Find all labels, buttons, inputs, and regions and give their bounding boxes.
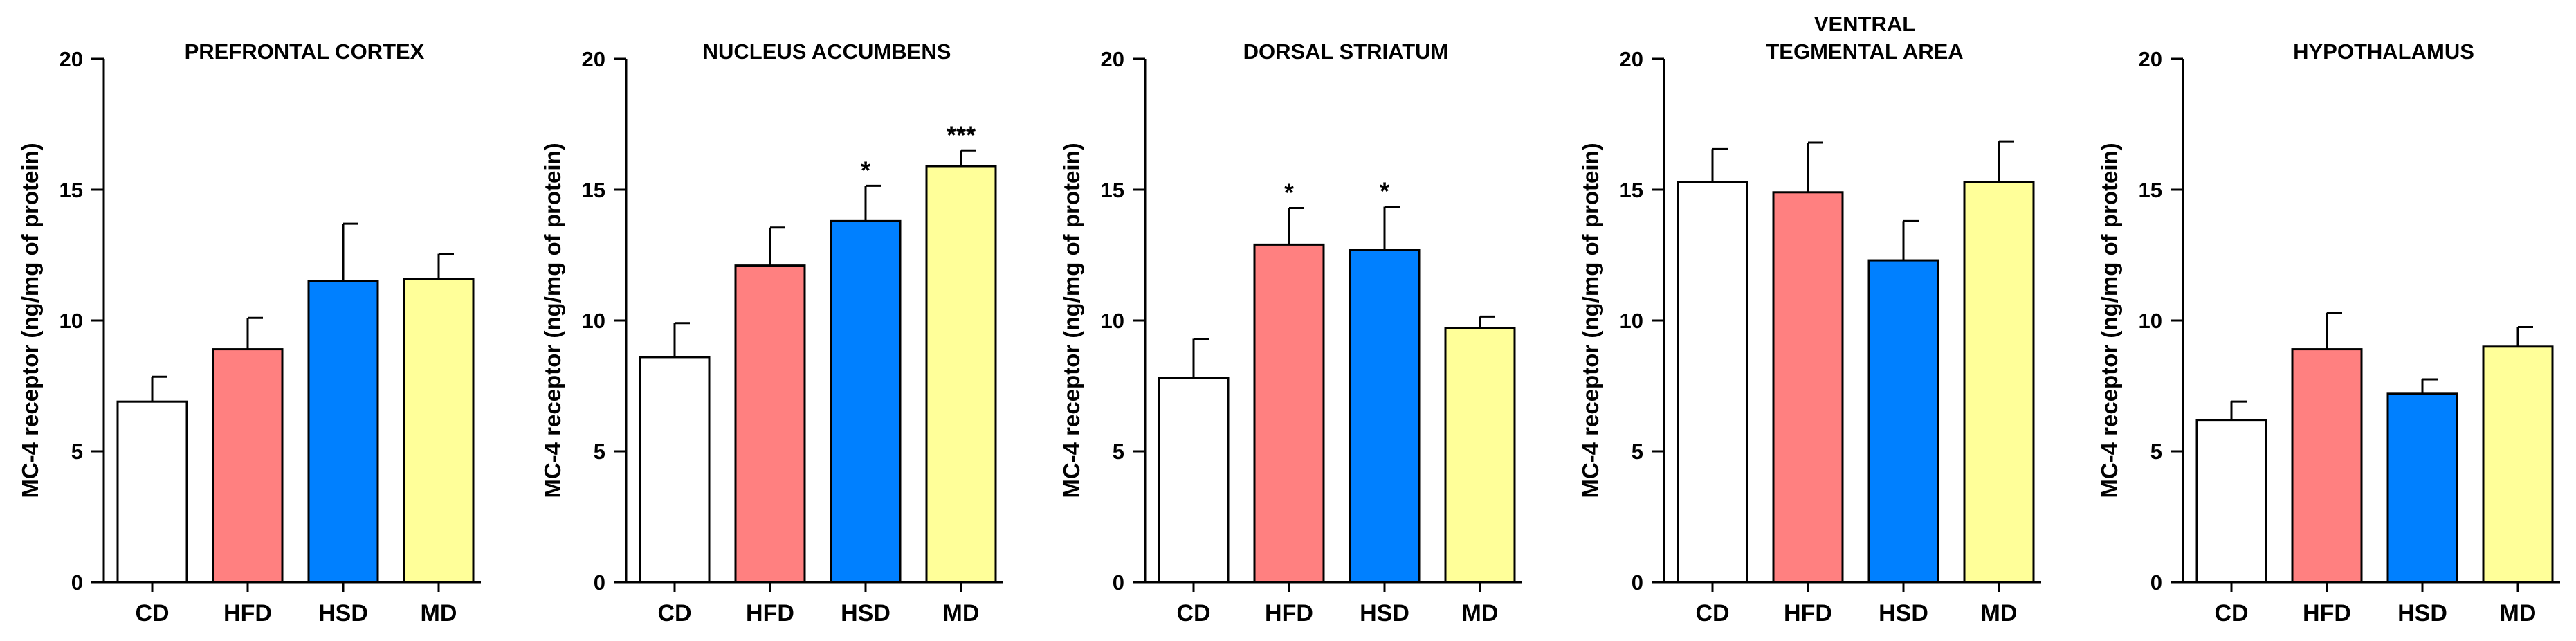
x-tick-label: HSD xyxy=(318,600,368,626)
y-tick-label: 0 xyxy=(2150,570,2162,595)
y-tick-label: 0 xyxy=(1632,570,1643,595)
bar-md xyxy=(925,165,997,584)
y-tick-label: 10 xyxy=(60,309,83,333)
significance-marker: *** xyxy=(947,120,976,149)
chart-title: PREFRONTAL CORTEX xyxy=(185,39,425,64)
x-tick-label: HSD xyxy=(1360,600,1409,626)
x-tick-label: CD xyxy=(1695,600,1729,626)
x-tick-label: HFD xyxy=(223,600,272,626)
bar-cd xyxy=(116,400,188,584)
y-axis-label: MC-4 receptor (ng/mg of protein) xyxy=(2097,143,2122,498)
y-tick-label: 20 xyxy=(1620,47,1643,71)
significance-marker: * xyxy=(1284,178,1294,206)
chart-title: HYPOTHALAMUS xyxy=(2293,39,2474,64)
y-tick-label: 20 xyxy=(60,47,83,71)
chart-panel-4: VENTRAL TEGMENTAL AREA MC-4 receptor (ng/m… xyxy=(1578,12,2041,626)
x-tick-label: HFD xyxy=(1784,600,1832,626)
y-tick-label: 15 xyxy=(1620,178,1643,202)
y-tick-label: 10 xyxy=(582,309,605,333)
chart-title: TEGMENTAL AREA xyxy=(1766,39,1963,64)
y-tick-label: 5 xyxy=(594,440,605,464)
x-tick-label: CD xyxy=(2214,600,2248,626)
bar-md xyxy=(1963,181,2035,584)
y-tick-label: 5 xyxy=(1113,440,1124,464)
x-tick-label: CD xyxy=(1176,600,1210,626)
y-tick-label: 20 xyxy=(582,47,605,71)
bar-hsd xyxy=(1349,249,1421,584)
y-axis-label: MC-4 receptor (ng/mg of protein) xyxy=(1578,143,1603,498)
y-tick-label: 15 xyxy=(1101,178,1124,202)
x-tick-label: CD xyxy=(135,600,169,626)
y-tick-label: 0 xyxy=(594,570,605,595)
chart-title: VENTRAL xyxy=(1814,12,1915,36)
x-tick-label: MD xyxy=(1462,600,1499,626)
y-tick-label: 20 xyxy=(2139,47,2162,71)
chart-panel-3: DORSAL STRIATUM MC-4 receptor (ng/mg of p… xyxy=(1059,39,1522,626)
y-axis-label: MC-4 receptor (ng/mg of protein) xyxy=(1059,143,1084,498)
bar-hfd xyxy=(2291,348,2363,584)
chart-panel-1: PREFRONTAL CORTEX MC-4 receptor (ng/mg of… xyxy=(17,39,481,626)
y-tick-label: 15 xyxy=(2139,178,2162,202)
bar-md xyxy=(403,278,475,584)
bar-cd xyxy=(1677,181,1748,584)
y-tick-label: 0 xyxy=(1113,570,1124,595)
bar-cd xyxy=(639,356,711,584)
bar-hfd xyxy=(1772,191,1844,584)
chart-panel-2: NUCLEUS ACCUMBENS MC-4 receptor (ng/mg of… xyxy=(540,39,1003,626)
bar-hfd xyxy=(1253,243,1325,584)
chart-title: NUCLEUS ACCUMBENS xyxy=(703,39,951,64)
significance-marker: * xyxy=(1380,177,1389,206)
x-tick-label: HFD xyxy=(746,600,794,626)
x-tick-label: MD xyxy=(421,600,457,626)
y-tick-label: 15 xyxy=(582,178,605,202)
chart-title: DORSAL STRIATUM xyxy=(1243,39,1449,64)
bar-hsd xyxy=(1867,259,1939,584)
x-tick-label: MD xyxy=(2500,600,2537,626)
x-tick-label: HSD xyxy=(841,600,890,626)
y-tick-label: 5 xyxy=(1632,440,1643,464)
bar-cd xyxy=(1158,377,1230,584)
bar-md xyxy=(2482,345,2554,584)
x-tick-label: HSD xyxy=(2397,600,2447,626)
y-tick-label: 10 xyxy=(2139,309,2162,333)
x-tick-label: MD xyxy=(943,600,980,626)
x-tick-label: HFD xyxy=(2303,600,2351,626)
bar-hfd xyxy=(212,348,284,584)
x-tick-label: CD xyxy=(657,600,691,626)
y-tick-label: 20 xyxy=(1101,47,1124,71)
y-axis-label: MC-4 receptor (ng/mg of protein) xyxy=(17,143,43,498)
bar-cd xyxy=(2195,419,2267,584)
y-axis-label: MC-4 receptor (ng/mg of protein) xyxy=(540,143,565,498)
y-tick-label: 0 xyxy=(71,570,83,595)
bar-hsd xyxy=(2386,392,2458,584)
y-tick-label: 5 xyxy=(2150,440,2162,464)
x-tick-label: HFD xyxy=(1265,600,1313,626)
chart-panel-5: HYPOTHALAMUS MC-4 receptor (ng/mg of prot… xyxy=(2097,39,2560,626)
y-tick-label: 10 xyxy=(1620,309,1643,333)
significance-marker: * xyxy=(861,156,870,184)
x-tick-label: MD xyxy=(1981,600,2018,626)
y-tick-label: 15 xyxy=(60,178,83,202)
y-tick-label: 10 xyxy=(1101,309,1124,333)
bar-hsd xyxy=(307,280,379,584)
y-tick-label: 5 xyxy=(71,440,83,464)
bar-hfd xyxy=(734,264,806,584)
bar-hsd xyxy=(830,219,902,584)
x-tick-label: HSD xyxy=(1879,600,1928,626)
bar-md xyxy=(1444,327,1516,584)
